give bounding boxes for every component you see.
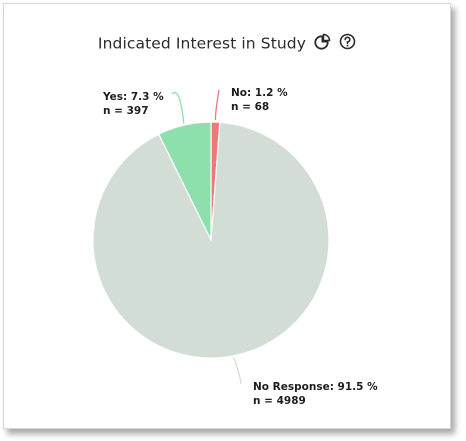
pie-slice-no-response[interactable] <box>92 121 330 359</box>
pie-chart-icon[interactable] <box>314 33 331 54</box>
data-label-no: No: 1.2 % <box>231 87 288 99</box>
connector-line-yes <box>171 92 185 124</box>
chart-title: Indicated Interest in Study <box>97 34 307 53</box>
connector-line-no-response <box>233 357 242 385</box>
data-label-yes: Yes: 7.3 % <box>102 91 164 103</box>
data-label-no-response: No Response: 91.5 % <box>253 381 378 393</box>
data-label-n-no: n = 68 <box>231 101 269 113</box>
connector-line-no <box>214 89 220 121</box>
data-label-n-no-response: n = 4989 <box>253 395 306 407</box>
help-icon[interactable] <box>339 33 356 54</box>
data-label-n-yes: n = 397 <box>103 105 149 117</box>
pie-slice-yes[interactable] <box>157 121 212 241</box>
chart-header: Indicated Interest in Study <box>4 33 450 57</box>
